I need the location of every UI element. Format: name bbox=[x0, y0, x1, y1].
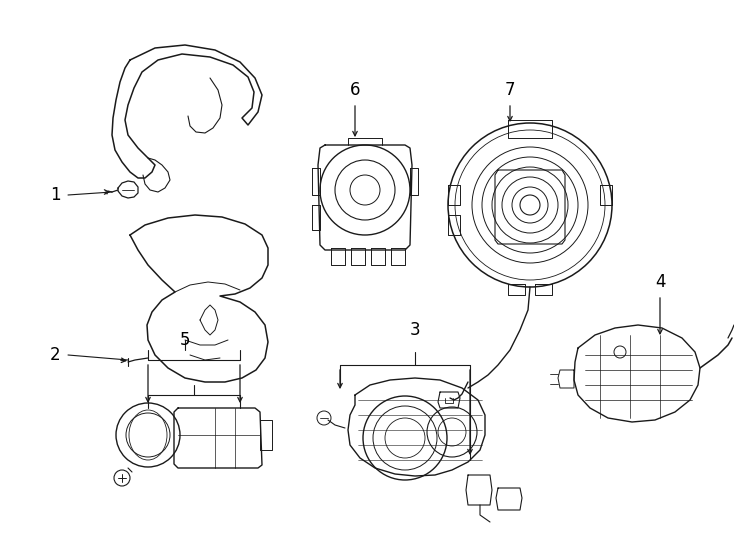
Text: 3: 3 bbox=[410, 321, 421, 339]
Text: 7: 7 bbox=[505, 81, 515, 99]
Text: 1: 1 bbox=[50, 186, 60, 204]
Text: 6: 6 bbox=[349, 81, 360, 99]
Text: 5: 5 bbox=[180, 331, 190, 349]
Text: 2: 2 bbox=[50, 346, 60, 364]
Text: 4: 4 bbox=[655, 273, 665, 291]
